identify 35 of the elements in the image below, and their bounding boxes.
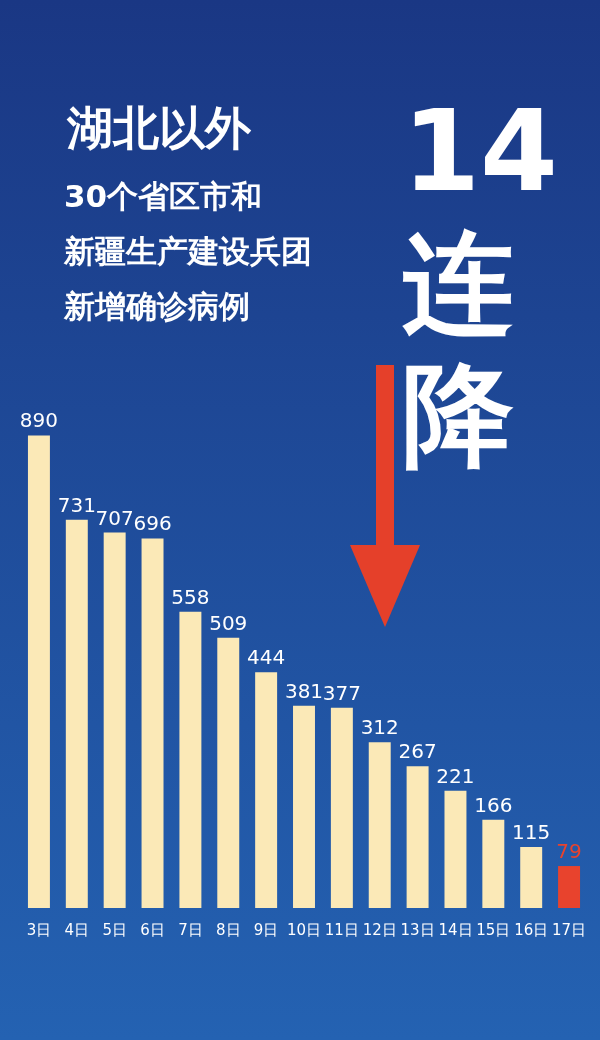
x-tick-label: 14日: [438, 920, 473, 939]
data-label: 166: [474, 792, 513, 817]
data-label: 79: [556, 839, 582, 864]
data-label: 890: [19, 408, 59, 433]
x-tick-label: 15日: [476, 920, 511, 939]
annotation: 14连降: [402, 86, 558, 480]
data-label: 267: [398, 739, 437, 764]
x-tick-label: 7日: [178, 920, 203, 939]
text: 新增确诊病例: [63, 287, 250, 324]
x-tick-label: 10日: [286, 920, 322, 939]
x-tick-label: 12日: [362, 920, 397, 939]
x-tick-label: 13日: [400, 920, 435, 939]
data-label: 558: [171, 584, 210, 609]
x-tick-label: 17日: [552, 920, 587, 939]
x-tick-label: 5日: [102, 920, 127, 939]
text: 30个省区市和: [64, 177, 263, 214]
text: 新疆生产建设兵团: [63, 232, 312, 269]
x-tick-label: 3日: [26, 920, 52, 939]
x-tick-label: 11日: [324, 920, 359, 939]
data-label: 731: [57, 492, 96, 517]
x-tick-label: 4日: [64, 920, 90, 939]
data-label: 509: [209, 610, 248, 635]
x-tick-label: 9日: [253, 920, 279, 939]
data-label: 115: [512, 819, 551, 844]
x-tick-label: 8日: [215, 920, 241, 939]
data-label: 707: [95, 505, 134, 530]
x-tick-label: 6日: [140, 920, 165, 939]
x-tick-label: 16日: [514, 920, 549, 939]
data-label: 381: [284, 678, 324, 703]
data-label: 696: [133, 511, 172, 536]
data-label: 221: [436, 763, 475, 788]
data-label: 444: [247, 645, 286, 670]
data-label: 312: [360, 715, 399, 740]
chart-title: 湖北以外: [66, 101, 252, 155]
data-label: 377: [322, 680, 361, 705]
